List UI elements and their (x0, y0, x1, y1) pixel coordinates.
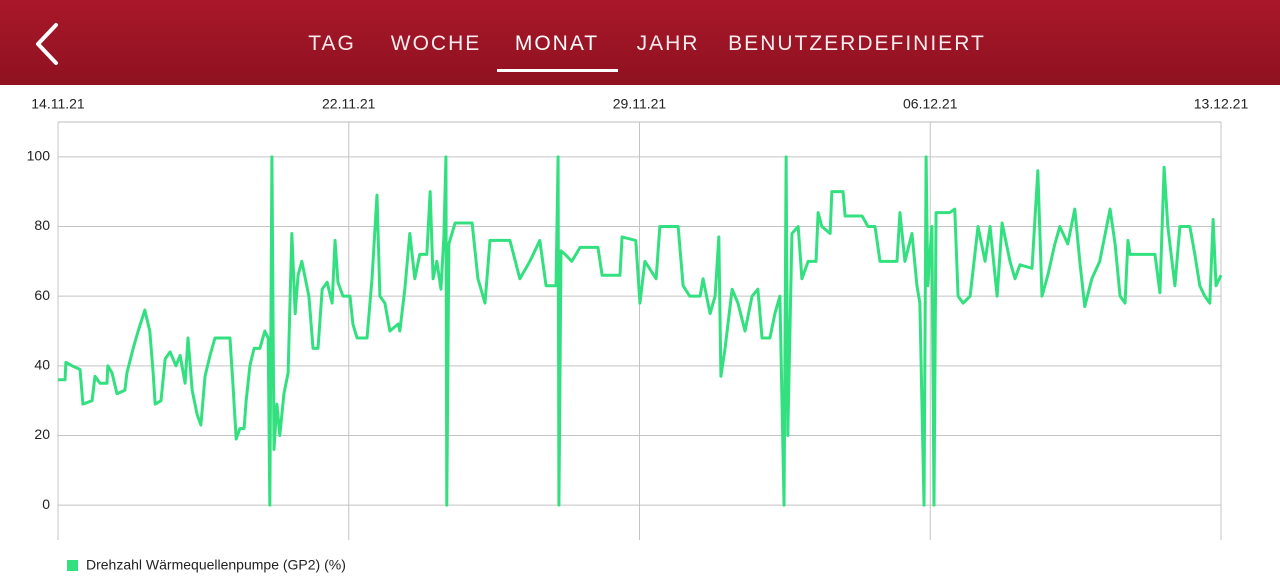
tab[interactable]: JAHR (636, 32, 700, 55)
chart: 0 20 40 60 80 100 14.11.21 22.11.21 29.11.21 06.1… (27, 96, 1249, 573)
top-bar: TAG WOCHE MONAT JAHR BENUTZERDEFINIERT (0, 0, 1280, 85)
x-tick-label: 29.11.21 (613, 96, 667, 112)
x-tick-label: 13.12.21 (1194, 96, 1249, 112)
y-tick-label: 100 (27, 148, 51, 164)
tab[interactable]: BENUTZERDEFINIERT (728, 32, 986, 55)
x-tick-label: 22.11.21 (322, 96, 376, 112)
active-tab-indicator (496, 69, 618, 72)
y-tick-label: 40 (34, 357, 50, 373)
back-button[interactable] (28, 19, 68, 69)
legend-label: Drehzahl Wärmequellenpumpe (GP2) (%) (86, 557, 346, 573)
y-tick-label: 20 (34, 426, 50, 442)
y-tick-label: 60 (34, 287, 50, 303)
data-line (58, 155, 1223, 507)
x-tick-label: 06.12.21 (903, 96, 958, 112)
y-tick-label: 0 (42, 496, 50, 512)
legend-swatch (67, 560, 78, 571)
tab[interactable]: WOCHE (390, 32, 482, 55)
tab[interactable]: TAG (308, 32, 356, 55)
x-tick-label: 14.11.21 (31, 96, 85, 112)
tab[interactable]: MONAT (514, 32, 600, 55)
y-tick-label: 80 (34, 217, 50, 233)
back-arrow[interactable] (36, 23, 58, 65)
